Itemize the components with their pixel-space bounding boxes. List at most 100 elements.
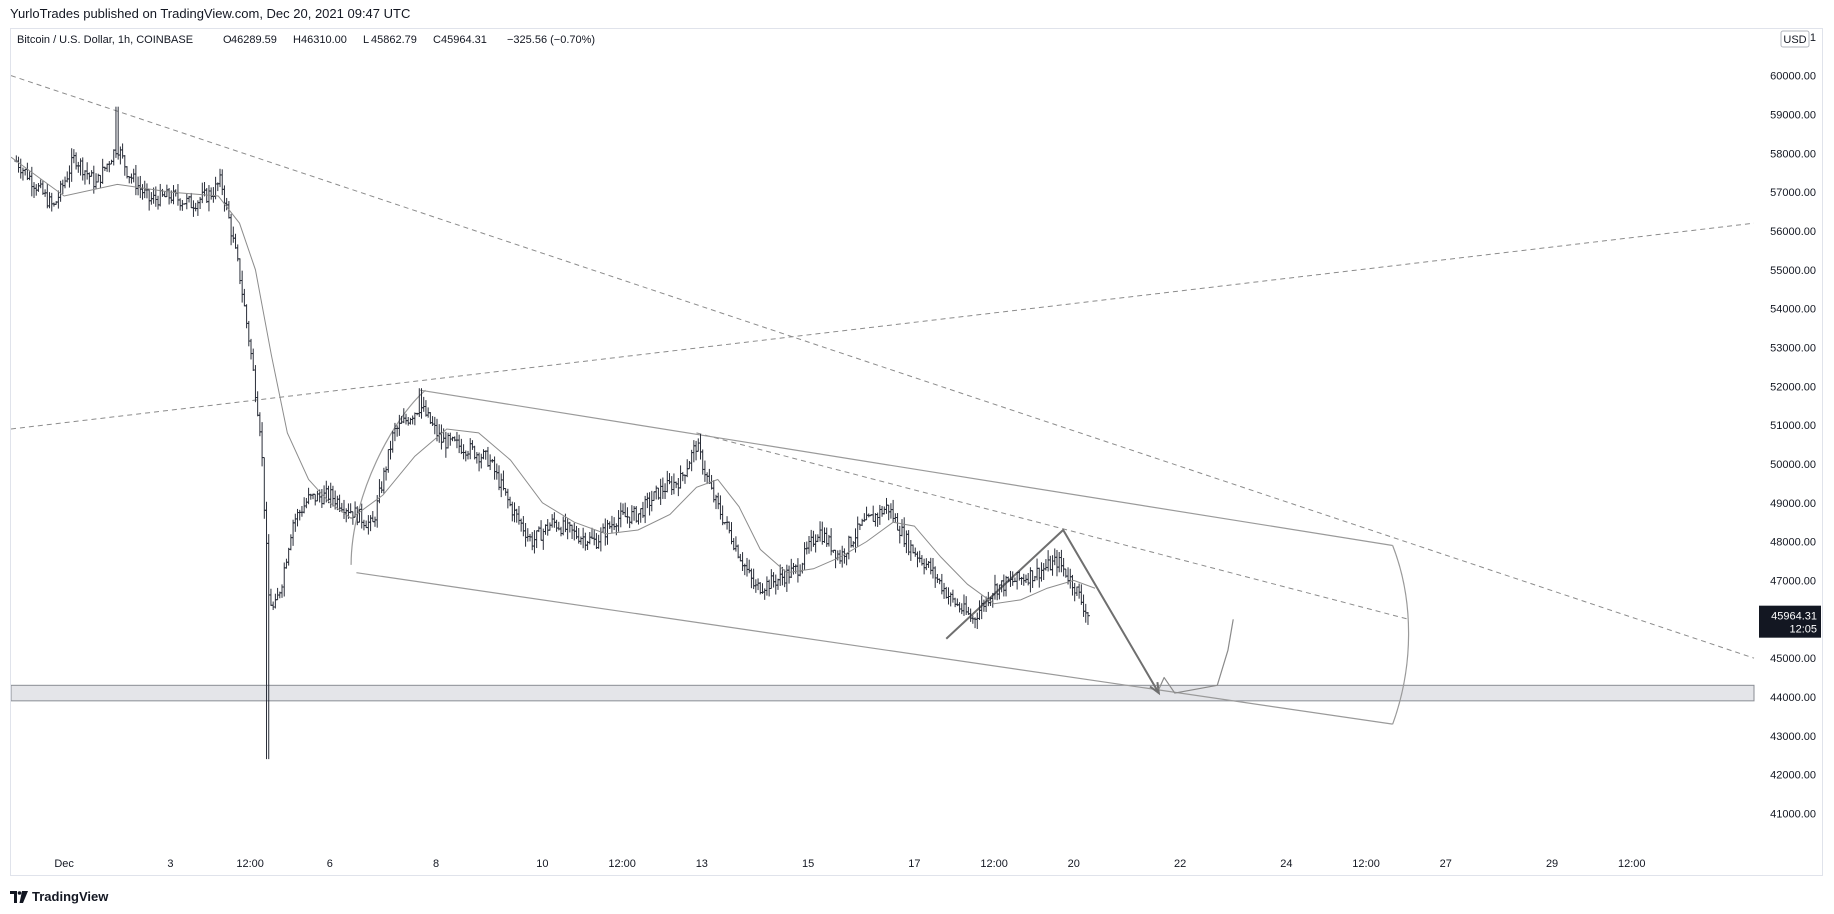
chart-frame: 61 60000.00 59000.00 58000.00 57000.00 56000.…: [10, 28, 1823, 876]
ohlc-bar: [1023, 574, 1028, 584]
ohlc-bar: [698, 433, 703, 460]
ohlc-bar: [1081, 594, 1086, 617]
ohlc-bar: [364, 520, 369, 529]
ohlc-bar: [304, 497, 309, 509]
ohlc-bar: [116, 106, 121, 160]
ohlc-bar: [1074, 586, 1079, 597]
ohlc-bar: [1017, 571, 1022, 581]
ohlc-bar: [1048, 555, 1053, 571]
ohlc-bar: [284, 558, 289, 569]
ohlc-bar: [897, 525, 902, 544]
ohlc-bar: [457, 434, 462, 454]
ohlc-bar: [206, 185, 211, 212]
last-price-tag: [1759, 605, 1821, 638]
ohlc-bar: [40, 180, 45, 195]
ohlc-bar: [578, 536, 583, 545]
ohlc-bar: [466, 450, 471, 460]
ohlc-bar: [313, 493, 318, 506]
ohlc-bar: [147, 189, 152, 211]
legend-close-value: 45964.31: [441, 34, 487, 46]
y-tick-label: 57000.00: [1770, 187, 1816, 199]
ohlc-bar: [113, 106, 118, 158]
y-tick-label: 42000.00: [1770, 770, 1816, 782]
ohlc-bar: [915, 551, 920, 568]
ohlc-bar: [408, 417, 413, 425]
ohlc-bar: [302, 497, 307, 514]
ohlc-bar: [545, 519, 550, 536]
x-tick-label: Dec: [54, 858, 74, 870]
ohlc-bar: [1077, 583, 1082, 599]
ohlc-bar: [144, 183, 149, 199]
ohlc-bar: [775, 578, 780, 590]
ohlc-bar: [468, 438, 473, 460]
ohlc-bar: [902, 517, 907, 548]
channel-start-arc: [350, 389, 426, 565]
ohlc-bar: [933, 566, 938, 588]
ohlc-bar: [570, 524, 575, 539]
ohlc-bar: [809, 529, 814, 552]
ohlc-bar: [315, 490, 320, 502]
x-tick-label: 12:00: [1618, 858, 1646, 870]
ohlc-bar: [255, 391, 260, 417]
ohlc-bar: [291, 519, 296, 546]
support-zone: [11, 684, 1755, 702]
ohlc-bar: [944, 586, 949, 599]
ohlc-bar: [942, 582, 947, 599]
ohlc-bar: [87, 172, 92, 185]
ohlc-bar: [111, 149, 116, 166]
y-tick-label: 59000.00: [1770, 109, 1816, 121]
price-chart[interactable]: 6160000.0059000.0058000.0057000.0056000.…: [11, 29, 1822, 875]
ohlc-bar: [268, 588, 273, 606]
ohlc-bar: [412, 412, 417, 426]
ohlc-bar: [85, 162, 90, 180]
ohlc-bar: [1043, 559, 1048, 571]
ohlc-bar: [1068, 568, 1073, 589]
ohlc-bar: [928, 557, 933, 575]
ohlc-bar: [614, 523, 619, 536]
ohlc-bar: [720, 505, 725, 526]
ohlc-bar: [691, 440, 696, 463]
legend-low-value: 45862.79: [371, 34, 417, 46]
y-tick-label: 45000.00: [1770, 653, 1816, 665]
projection-path: [945, 528, 1160, 694]
ohlc-bar: [260, 422, 265, 467]
ohlc-bar: [554, 519, 559, 532]
ohlc-bar: [771, 572, 776, 588]
ohlc-bar: [189, 192, 194, 209]
y-tick-label: 58000.00: [1770, 148, 1816, 160]
ohlc-bar: [552, 512, 557, 528]
ohlc-bar: [851, 541, 856, 548]
legend-close-label: C: [433, 34, 441, 46]
channel-lower-line: [356, 572, 1393, 725]
ohlc-bar: [773, 574, 778, 595]
ohlc-bar: [587, 531, 592, 545]
ohlc-bar: [561, 516, 566, 536]
ohlc-bar: [953, 597, 958, 608]
legend-change: −325.56 (−0.70%): [507, 34, 595, 46]
ohlc-bar: [634, 506, 639, 523]
ohlc-bar: [299, 506, 304, 517]
ohlc-bar: [198, 196, 203, 209]
ohlc-bar: [860, 518, 865, 526]
ohlc-bar: [1085, 612, 1090, 625]
y-tick-label: 49000.00: [1770, 498, 1816, 510]
ohlc-bar: [753, 579, 758, 593]
ohlc-bar: [36, 183, 41, 192]
ohlc-bar: [461, 444, 466, 460]
ohlc-bar: [76, 161, 81, 173]
ohlc-bar: [922, 558, 927, 575]
ohlc-bar: [218, 168, 223, 188]
ohlc-bar: [492, 456, 497, 480]
ohlc-bar: [253, 365, 258, 403]
moving-average-line: [11, 156, 1096, 605]
legend-low-label: L: [363, 34, 369, 46]
ohlc-bar: [678, 465, 683, 489]
ohlc-bar: [935, 574, 940, 583]
hand-drawn-curve: [1158, 619, 1234, 694]
ohlc-bar: [167, 187, 172, 205]
ohlc-bar: [264, 501, 269, 760]
ohlc-bar: [658, 478, 663, 505]
ohlc-bar: [676, 478, 681, 497]
ohlc-bar: [193, 202, 198, 212]
ohlc-bar: [162, 191, 167, 198]
